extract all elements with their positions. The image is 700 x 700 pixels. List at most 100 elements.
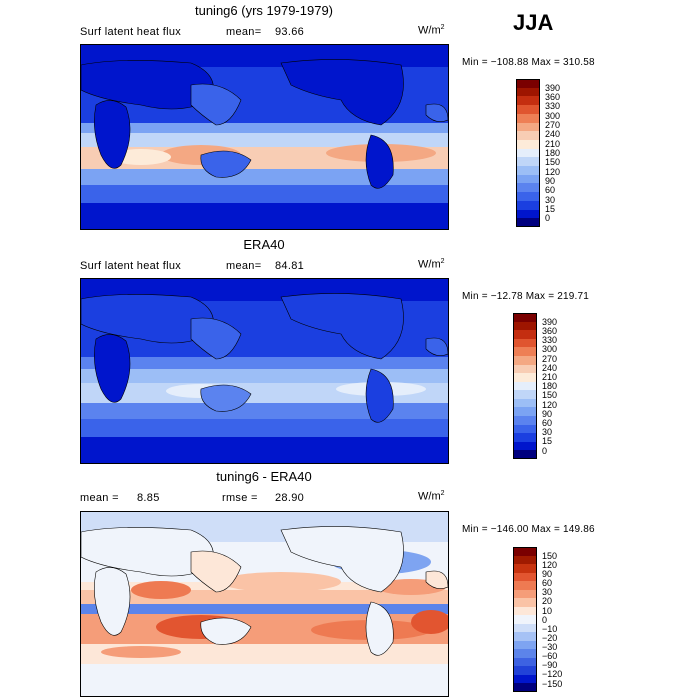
panel-2-unit: W/m2 (418, 258, 445, 271)
colorbar-swatch (513, 390, 537, 400)
colorbar-swatch (516, 183, 540, 193)
colorbar-swatch (513, 313, 537, 323)
colorbar-tick-label: 210 (545, 138, 561, 149)
colorbar-tick-label: 20 (542, 596, 553, 607)
panel-3-min-max: Min = −146.00 Max = 149.86 (462, 524, 595, 535)
colorbar-tick-label: −60 (542, 651, 558, 662)
colorbar-tick-label: 240 (545, 129, 561, 140)
colorbar-tick-label: 150 (542, 390, 558, 401)
colorbar-tick-label: −90 (542, 660, 558, 671)
colorbar-swatch (516, 157, 540, 167)
panel-2-colorbar: 390 360 330 300 270 240 210 180 150 120 90 60 30 15 0 (513, 313, 557, 460)
panel-1-title: tuning6 (yrs 1979-1979) (194, 3, 334, 18)
colorbar-swatch (516, 209, 540, 219)
colorbar-tick-label: 15 (545, 204, 556, 215)
panel-3-map (80, 511, 449, 697)
colorbar-tick-label: 270 (542, 353, 558, 364)
colorbar-swatch (513, 441, 537, 451)
colorbar-swatch (513, 381, 537, 391)
colorbar-swatch (513, 321, 537, 331)
panel-3-title: tuning6 - ERA40 (216, 469, 312, 484)
panel-2-variable-label: Surf latent heat flux (80, 260, 182, 272)
colorbar-swatch (513, 666, 537, 676)
colorbar-tick-label: −10 (542, 623, 558, 634)
colorbar-swatch (513, 338, 537, 348)
colorbar-tick-label: 120 (542, 559, 558, 570)
colorbar-tick-label: 90 (542, 568, 553, 579)
panel-2-map-field (81, 279, 448, 463)
colorbar-tick-label: −150 (542, 678, 563, 689)
panel-3-rmse-label: rmse = (222, 492, 258, 504)
colorbar-swatch (513, 555, 537, 565)
colorbar-tick-label: −120 (542, 669, 563, 680)
panel-1-colorbar: 390 360 330 300 270 240 210 180 150 120 90 60 30 15 0 (516, 79, 560, 228)
colorbar-tick-label: 90 (545, 176, 556, 187)
panel-1-mean-label: mean= (226, 26, 262, 38)
colorbar-swatch (516, 79, 540, 89)
panel-2-mean-label: mean= (226, 260, 262, 272)
colorbar-swatch (513, 450, 537, 460)
panel-2-mean-value: 84.81 (275, 260, 305, 272)
colorbar-swatch (513, 581, 537, 591)
colorbar-tick-label: 0 (542, 445, 548, 456)
panel-3-unit: W/m2 (418, 490, 445, 503)
colorbar-swatch (513, 564, 537, 574)
panel-1-min-max: Min = −108.88 Max = 310.58 (462, 57, 595, 68)
colorbar-tick-label: 60 (542, 578, 553, 589)
season-label: JJA (513, 10, 554, 35)
colorbar-tick-label: 60 (542, 417, 553, 428)
panel-2-min-max: Min = −12.78 Max = 219.71 (462, 291, 590, 302)
colorbar-tick-label: 360 (545, 92, 561, 103)
panel-1-unit: W/m2 (418, 24, 445, 37)
panel-1-variable-label: Surf latent heat flux (80, 26, 182, 38)
panel-3-rmse-value: 28.90 (275, 492, 305, 504)
colorbar-swatch (513, 615, 537, 625)
colorbar-swatch (516, 200, 540, 211)
colorbar-swatch (513, 649, 537, 659)
colorbar-tick-label: 180 (545, 148, 561, 159)
colorbar-tick-label: 30 (545, 194, 556, 205)
colorbar-swatch (516, 218, 540, 228)
colorbar-tick-label: 30 (542, 427, 553, 438)
colorbar-tick-label: 90 (542, 408, 553, 419)
colorbar-swatch (516, 148, 540, 158)
colorbar-swatch (513, 632, 537, 642)
colorbar-swatch (513, 407, 537, 417)
colorbar-swatch (513, 598, 537, 608)
colorbar-swatch (513, 606, 537, 616)
colorbar-tick-label: 210 (542, 371, 558, 382)
colorbar-tick-label: 330 (542, 335, 558, 346)
colorbar-swatch (513, 373, 537, 383)
colorbar-swatch (516, 105, 540, 115)
panel-2-title: ERA40 (243, 237, 285, 252)
panel-3-colorbar: 150 120 90 60 30 20 10 0 −10 −20 −30 −60 −90 −120 −150 (513, 547, 562, 693)
colorbar-swatch (513, 572, 537, 582)
colorbar-swatch (513, 674, 537, 684)
colorbar-tick-label: 390 (545, 82, 561, 93)
colorbar-swatch (513, 657, 537, 667)
colorbar-tick-label: 270 (545, 120, 561, 131)
colorbar-tick-label: 180 (542, 381, 558, 392)
colorbar-tick-label: 300 (542, 344, 558, 355)
colorbar-swatch (513, 424, 537, 434)
colorbar-swatch (513, 547, 537, 557)
colorbar-tick-label: 60 (545, 185, 556, 196)
panel-3-mean-label: mean = (80, 492, 119, 504)
colorbar-swatch (516, 192, 540, 202)
colorbar-swatch (516, 122, 540, 132)
colorbar-tick-label: 15 (542, 436, 553, 447)
colorbar-swatch (513, 355, 537, 366)
panel-1-map (80, 44, 449, 230)
colorbar-tick-label: 10 (542, 605, 553, 616)
panel-3-map-field (81, 512, 448, 696)
panel-2-map (80, 278, 449, 464)
colorbar-tick-label: 360 (542, 325, 558, 336)
colorbar-tick-label: 390 (542, 316, 558, 327)
panel-3-mean-value: 8.85 (137, 492, 160, 504)
colorbar-swatch (513, 330, 537, 340)
panel-1-map-field (81, 45, 448, 229)
colorbar-tick-label: 300 (545, 110, 561, 121)
colorbar-swatch (513, 589, 537, 599)
colorbar-swatch (513, 364, 537, 374)
colorbar-swatch (513, 623, 537, 633)
